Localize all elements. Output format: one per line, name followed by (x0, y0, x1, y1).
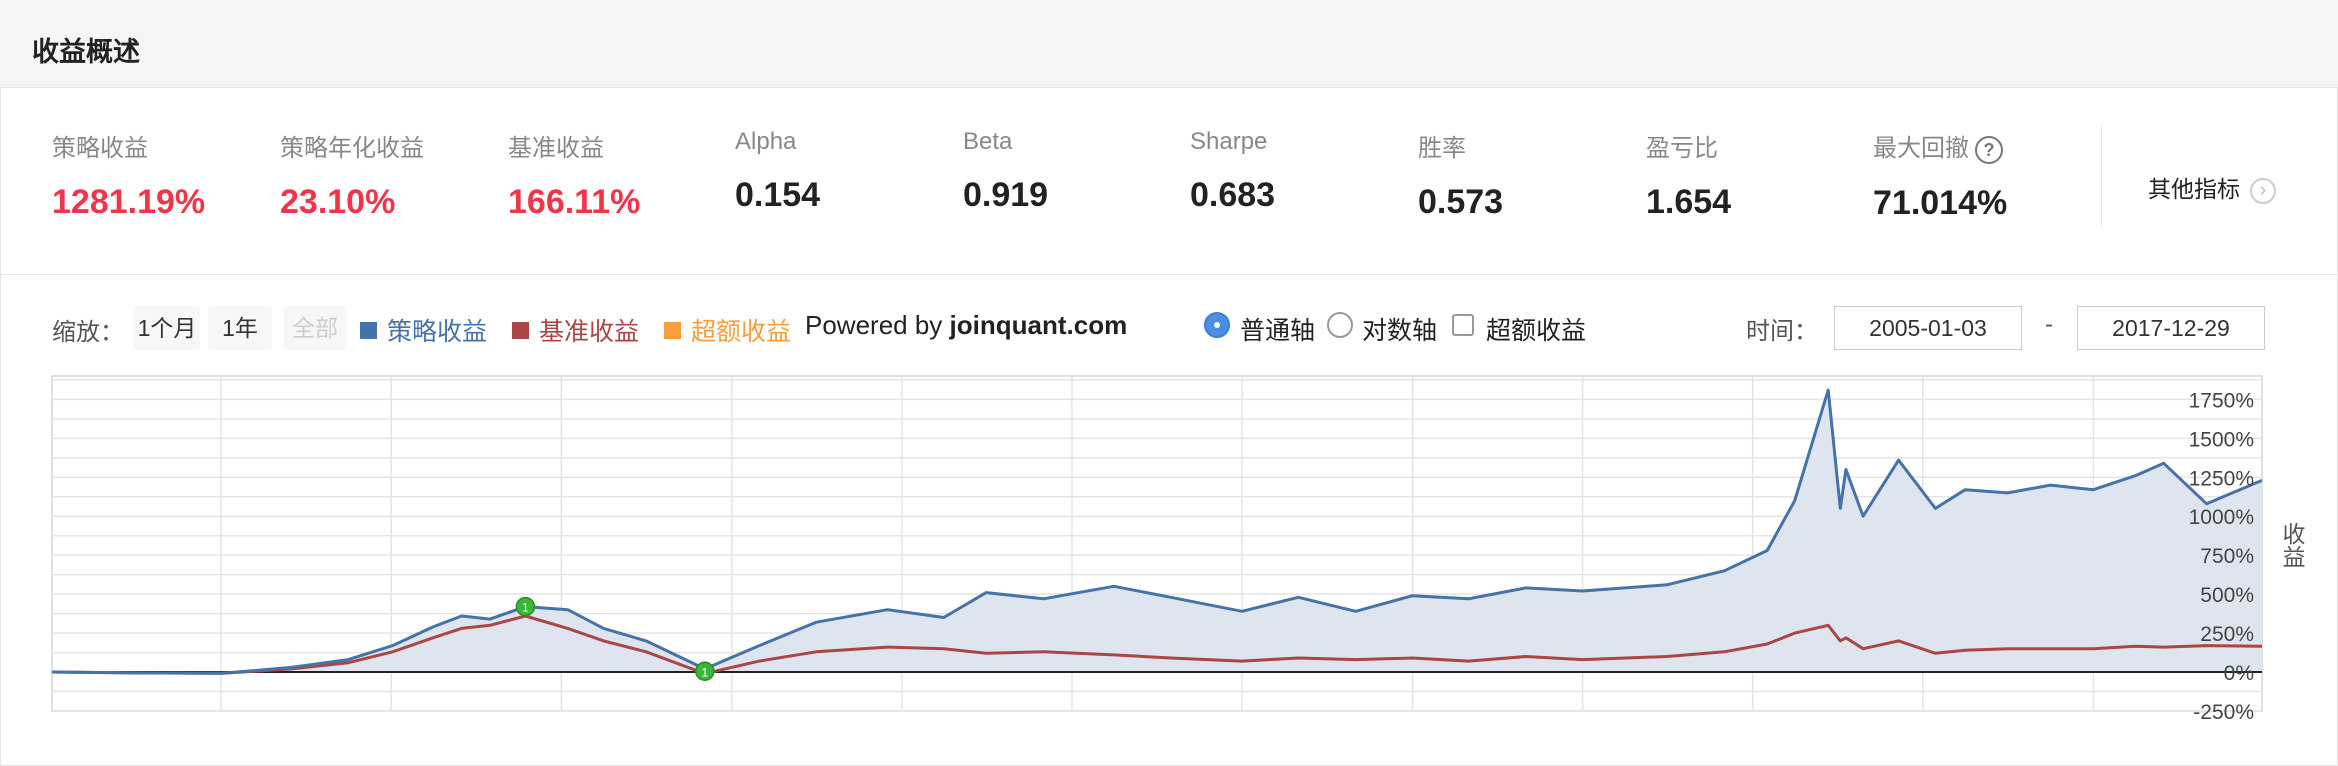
y-tick-label: 1000% (2189, 506, 2254, 529)
metric-label-text: 最大回撤 (1873, 135, 1969, 162)
powered-by: Powered by joinquant.com (805, 310, 1127, 341)
metric-value: 0.683 (1190, 176, 1276, 214)
trade-marker (695, 661, 715, 682)
legend-excess[interactable]: 超额收益 (664, 312, 791, 348)
legend-label: 基准收益 (539, 318, 640, 346)
end-date-input[interactable] (2077, 306, 2265, 350)
y-tick-label: 750% (2200, 545, 2254, 568)
metric-label: 盈亏比 (1646, 135, 1718, 162)
start-date-input[interactable] (1834, 306, 2022, 350)
metric-value: 1281.19% (52, 183, 206, 221)
metric-alpha: Alpha 0.154 (735, 128, 820, 215)
trade-marker-label: 1 (701, 665, 708, 679)
excess-return-label[interactable]: 超额收益 (1486, 317, 1587, 345)
log-axis-radio[interactable] (1327, 312, 1353, 338)
metric-value: 0.919 (963, 176, 1049, 214)
panel-title: 收益概述 (32, 37, 140, 67)
metric-label: 胜率 (1418, 135, 1466, 162)
lines-layer (51, 388, 2263, 676)
panel-header: 收益概述 (0, 0, 2338, 88)
marker-layer: 11 (515, 596, 715, 682)
metric-value: 1.654 (1646, 183, 1732, 221)
other-metrics-link[interactable]: 其他指标 › (2148, 170, 2276, 204)
y-tick-label: 1250% (2189, 467, 2254, 490)
metric-label: 策略年化收益 (280, 135, 424, 162)
metric-beta: Beta 0.919 (963, 128, 1048, 215)
strategy-area (52, 390, 2262, 674)
strategy-line (51, 388, 2263, 675)
metric-max-drawdown: 最大回撤? 71.014% (1873, 128, 2007, 223)
section-divider (0, 274, 2338, 275)
metric-label: 基准收益 (508, 135, 604, 162)
date-separator: - (2045, 311, 2053, 338)
normal-axis-label[interactable]: 普通轴 (1240, 317, 1316, 345)
zoom-label: 缩放： (52, 319, 124, 346)
y-tick-label: 1500% (2189, 428, 2254, 451)
y-tick-label: 0% (2224, 662, 2254, 685)
metric-sharpe: Sharpe 0.683 (1190, 128, 1275, 215)
metric-label: Beta (963, 128, 1013, 155)
normal-axis-radio[interactable] (1204, 312, 1230, 338)
metric-value: 0.154 (735, 176, 821, 214)
metric-label: Sharpe (1190, 128, 1268, 155)
y-tick-labels: 1750% 1500% 1250% 1000% 750% 500% 250% 0% -250% (2189, 389, 2254, 720)
metric-label: Alpha (735, 128, 797, 155)
question-circle-icon[interactable]: ? (1975, 135, 2003, 164)
other-metrics-label: 其他指标 (2148, 176, 2240, 202)
chevron-right-circle-icon: › (2250, 177, 2276, 204)
trade-marker (515, 596, 536, 617)
excess-return-checkbox[interactable] (1452, 314, 1474, 336)
metric-label: 策略收益 (52, 135, 148, 162)
metric-annual-return: 策略年化收益 23.10% (280, 128, 424, 222)
legend-label: 超额收益 (691, 318, 792, 346)
y-tick-label: 1750% (2189, 389, 2254, 412)
log-axis-label[interactable]: 对数轴 (1362, 317, 1438, 345)
area-layer (52, 390, 2262, 674)
powered-prefix: Powered by (805, 310, 943, 340)
y-tick-label: 500% (2200, 584, 2254, 607)
legend-swatch (512, 322, 529, 339)
metric-value: 0.573 (1418, 183, 1504, 221)
time-label: 时间： (1746, 318, 1818, 345)
metric-value: 166.11% (508, 183, 641, 221)
metric-win-rate: 胜率 0.573 (1418, 128, 1503, 222)
zoom-1-year-button[interactable]: 1年 (208, 306, 272, 350)
legend-benchmark[interactable]: 基准收益 (512, 312, 639, 348)
legend-swatch (360, 322, 377, 339)
metric-benchmark-return: 基准收益 166.11% (508, 128, 640, 222)
y-tick-label: -250% (2193, 701, 2254, 720)
legend-label: 策略收益 (387, 318, 488, 346)
metric-label: 最大回撤? (1873, 128, 2007, 164)
metric-value: 71.014% (1873, 183, 2008, 222)
zoom-1-month-button[interactable]: 1个月 (134, 306, 200, 350)
zoom-all-button[interactable]: 全部 (284, 306, 346, 350)
legend-strategy[interactable]: 策略收益 (360, 312, 487, 348)
legend-swatch (664, 322, 681, 339)
y-axis-label: 收益 (2279, 522, 2305, 568)
metric-strategy-return: 策略收益 1281.19% (52, 128, 205, 222)
returns-chart: 11 1750%1500%1250%1000%750%500%250%0%-25… (51, 375, 2305, 720)
metrics-divider (2101, 126, 2102, 226)
benchmark-line (51, 614, 2263, 676)
metric-profit-loss-ratio: 盈亏比 1.654 (1646, 128, 1731, 222)
trade-marker-label: 1 (522, 601, 529, 615)
y-tick-label: 250% (2200, 623, 2254, 646)
metric-value: 23.10% (280, 183, 396, 221)
powered-site: joinquant.com (949, 310, 1128, 340)
